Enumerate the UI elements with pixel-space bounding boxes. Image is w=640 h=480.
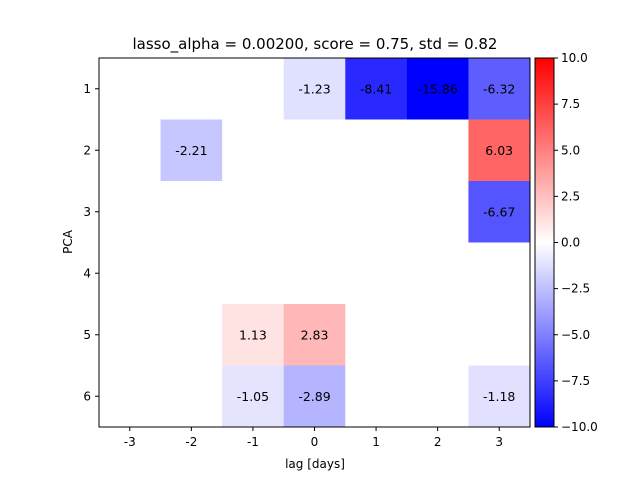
cell-value-label: 6.03	[485, 143, 513, 158]
heatmap-cell	[283, 365, 346, 428]
x-tick-label: 2	[434, 435, 442, 449]
heatmap-cell	[99, 119, 161, 182]
x-tick-label: 1	[372, 435, 380, 449]
heatmap-cell	[99, 181, 161, 243]
cell-value-label: -2.21	[175, 143, 207, 158]
colorbar-tick-label: 2.5	[561, 189, 580, 203]
y-tick-label: 5	[83, 328, 91, 342]
cell-value-label: 1.13	[239, 327, 267, 342]
heatmap-cell	[468, 119, 531, 182]
heatmap-cell	[345, 58, 408, 120]
heatmap-cell	[283, 119, 346, 182]
heatmap-cell	[160, 58, 223, 120]
cell-value-label: -1.18	[483, 389, 515, 404]
heatmap-cell	[468, 181, 531, 243]
heatmap-cell	[283, 304, 346, 366]
heatmap-cell	[283, 181, 346, 243]
y-axis-label: PCA	[61, 229, 75, 254]
chart-title: lasso_alpha = 0.00200, score = 0.75, std…	[133, 35, 498, 54]
heatmap-cell	[160, 304, 223, 366]
cell-labels: -1.23 -8.41 -15.86 -6.32 -2.21 6.03 -6.67 1.13 2…	[175, 81, 515, 404]
heatmap-cell	[160, 365, 223, 428]
heatmap-cell	[222, 365, 285, 428]
heatmap-cell	[222, 58, 285, 120]
y-tick-label: 4	[83, 266, 91, 280]
cell-value-label: -1.23	[298, 81, 330, 96]
heatmap-cell	[99, 365, 161, 428]
heatmap-cell	[160, 119, 223, 182]
heatmap-cell	[406, 242, 469, 305]
colorbar-tick-label: 0.0	[561, 236, 580, 250]
colorbar-tick-label: 5.0	[561, 143, 580, 157]
colorbar-tick-label: −5.0	[561, 328, 590, 342]
heatmap-cell	[222, 242, 285, 305]
colorbar	[534, 57, 555, 428]
heatmap-cell	[99, 242, 161, 305]
heatmap-cell	[468, 365, 531, 428]
heatmap-cell	[406, 365, 469, 428]
colorbar-tick-label: −7.5	[561, 374, 590, 388]
cell-value-label: -15.86	[417, 81, 457, 96]
heatmap-cell	[345, 365, 408, 428]
heatmap-cell	[468, 58, 531, 120]
y-tick-label: 2	[83, 143, 91, 157]
heatmap-cells	[99, 58, 531, 428]
y-tick-label: 3	[83, 205, 91, 219]
heatmap-cell	[406, 58, 469, 120]
heatmap-cell	[222, 119, 285, 182]
heatmap-cell	[345, 181, 408, 243]
colorbar-ticks: 10.0 7.5 5.0 2.5 0.0 −2.5 −5.0 −7.5 −10.0	[554, 51, 598, 434]
heatmap-cell	[406, 304, 469, 366]
colorbar-tick-label: 7.5	[561, 97, 580, 111]
heatmap-cell	[345, 119, 408, 182]
y-tick-label: 1	[83, 82, 91, 96]
heatmap-cell	[160, 242, 223, 305]
cell-value-label: 2.83	[301, 327, 329, 342]
heatmap-cell	[160, 181, 223, 243]
heatmap-cell	[283, 242, 346, 305]
x-tick-label: 3	[495, 435, 503, 449]
heatmap-cell	[345, 304, 408, 366]
x-tick-label: -2	[185, 435, 197, 449]
cell-value-label: -8.41	[360, 81, 392, 96]
heatmap-cell	[406, 181, 469, 243]
heatmap-cell	[222, 304, 285, 366]
x-axis-ticks: -3 -2 -1 0 1 2 3	[124, 427, 503, 449]
colorbar-tick-label: −2.5	[561, 282, 590, 296]
x-tick-label: -1	[247, 435, 259, 449]
heatmap-cell	[222, 181, 285, 243]
heatmap-cell	[468, 304, 531, 366]
colorbar-tick-label: −10.0	[561, 420, 598, 434]
colorbar-tick-label: 10.0	[561, 51, 588, 65]
y-axis-ticks: 1 2 3 4 5 6	[83, 82, 99, 403]
x-tick-label: -3	[124, 435, 136, 449]
x-axis-label: lag [days]	[285, 457, 345, 471]
cell-value-label: -1.05	[237, 389, 269, 404]
cell-value-label: -2.89	[298, 389, 330, 404]
cell-value-label: -6.67	[483, 204, 515, 219]
cell-value-label: -6.32	[483, 81, 515, 96]
heatmap-cell	[99, 58, 161, 120]
heatmap-cell	[345, 242, 408, 305]
heatmap-cell	[468, 242, 531, 305]
x-tick-label: 0	[311, 435, 319, 449]
heatmap-cell	[283, 58, 346, 120]
y-tick-label: 6	[83, 389, 91, 403]
heatmap-cell	[99, 304, 161, 366]
heatmap-cell	[406, 119, 469, 182]
